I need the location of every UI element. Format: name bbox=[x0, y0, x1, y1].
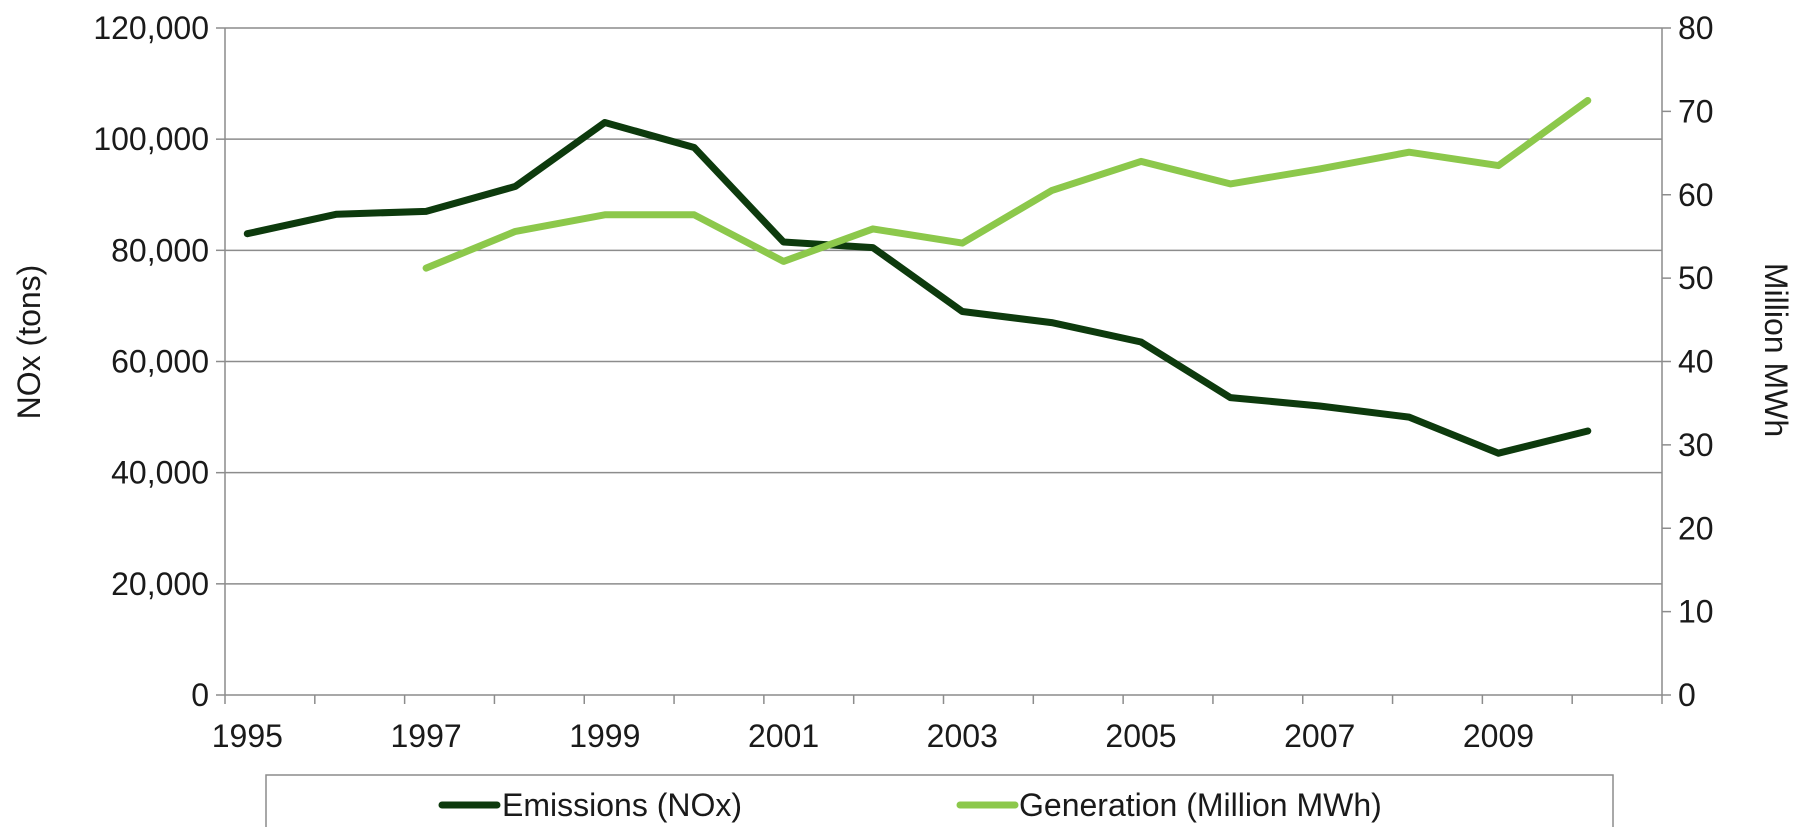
x-tick-label: 1999 bbox=[569, 718, 640, 754]
left-y-axis-ticks: 0 20,000 40,000 60,000 80,000 100,000 120,000 bbox=[93, 10, 225, 713]
right-y-tick-label: 40 bbox=[1678, 344, 1714, 380]
right-y-tick-label: 50 bbox=[1678, 260, 1714, 296]
left-y-axis-title: NOx (tons) bbox=[11, 265, 47, 420]
left-y-tick-label: 80,000 bbox=[111, 232, 209, 268]
legend: Emissions (NOx) Generation (Million MWh) bbox=[265, 774, 1614, 832]
left-y-tick-label: 40,000 bbox=[111, 455, 209, 491]
right-y-tick-label: 10 bbox=[1678, 594, 1714, 630]
x-tick-label: 2005 bbox=[1105, 718, 1176, 754]
right-y-tick-label: 20 bbox=[1678, 510, 1714, 546]
left-y-tick-label: 100,000 bbox=[93, 121, 209, 157]
gridlines bbox=[225, 27, 1662, 585]
x-axis-ticks: 1995 1997 1999 2001 2003 2005 2007 2009 bbox=[212, 695, 1663, 754]
series-line-generation bbox=[422, 97, 1592, 272]
right-y-tick-label: 30 bbox=[1678, 427, 1714, 463]
x-tick-label: 2007 bbox=[1284, 718, 1355, 754]
right-y-tick-label: 0 bbox=[1678, 677, 1696, 713]
right-y-tick-label: 70 bbox=[1678, 93, 1714, 129]
right-y-axis-ticks: 0 10 20 30 40 50 60 70 80 bbox=[1662, 10, 1714, 713]
legend-label-generation: Generation (Million MWh) bbox=[1019, 787, 1382, 823]
legend-box bbox=[265, 774, 1614, 832]
left-y-tick-label: 60,000 bbox=[111, 344, 209, 380]
left-y-tick-label: 20,000 bbox=[111, 566, 209, 602]
series-lines bbox=[243, 97, 1592, 457]
x-tick-label: 1995 bbox=[212, 718, 283, 754]
series-line-emissions bbox=[243, 119, 1592, 457]
legend-label-emissions: Emissions (NOx) bbox=[502, 787, 742, 823]
x-tick-label: 2009 bbox=[1463, 718, 1534, 754]
right-y-tick-label: 80 bbox=[1678, 10, 1714, 46]
x-tick-label: 2003 bbox=[927, 718, 998, 754]
x-tick-label: 1997 bbox=[390, 718, 461, 754]
x-tick-label: 2001 bbox=[748, 718, 819, 754]
left-y-tick-label: 120,000 bbox=[93, 10, 209, 46]
right-y-axis-title: Million MWh bbox=[1758, 263, 1794, 437]
right-y-tick-label: 60 bbox=[1678, 177, 1714, 213]
left-y-tick-label: 0 bbox=[191, 677, 209, 713]
